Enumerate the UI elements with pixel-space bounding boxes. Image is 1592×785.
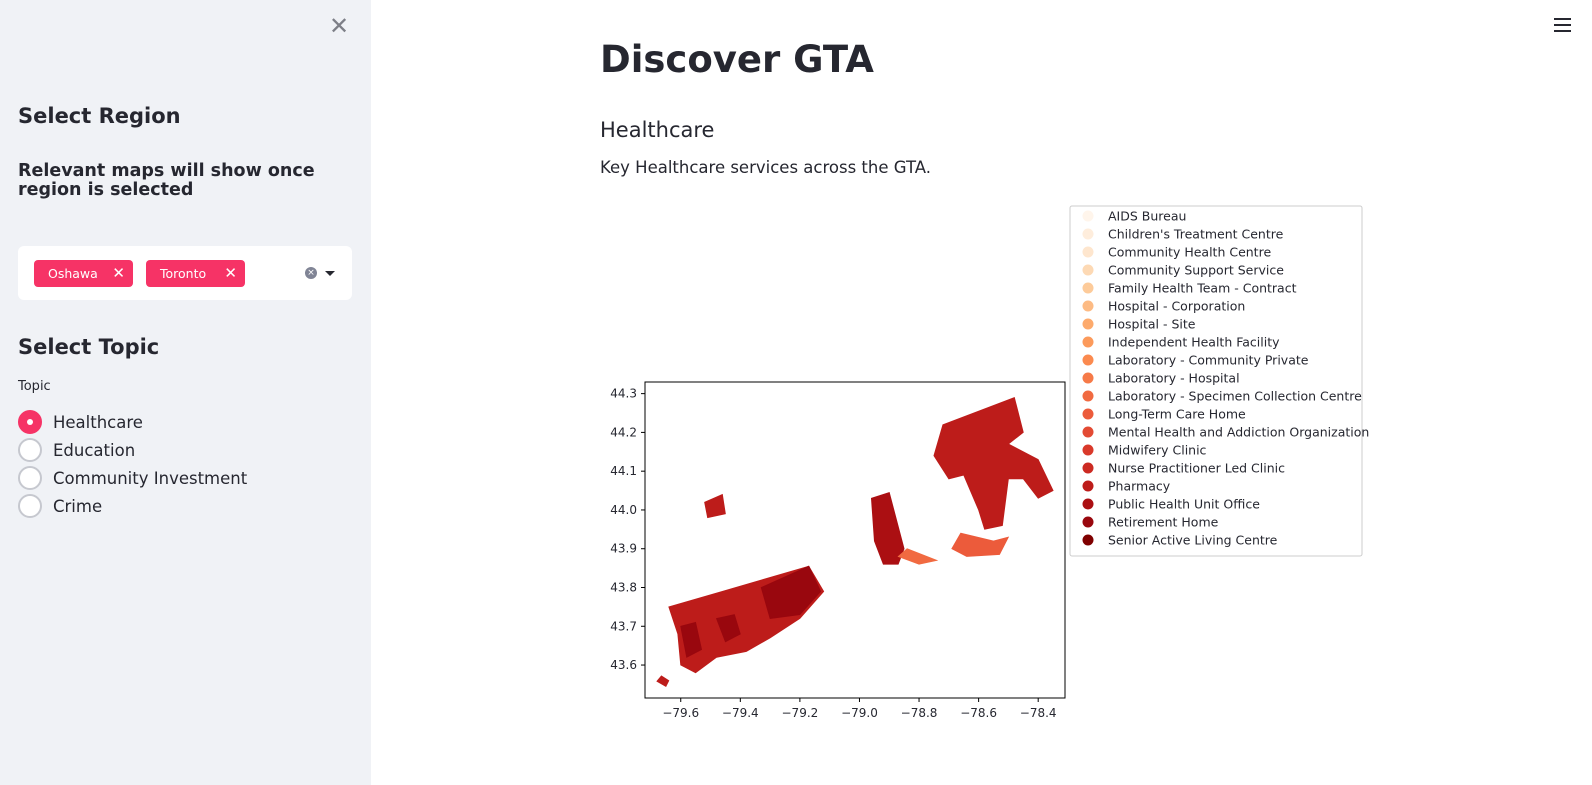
legend-label: Long-Term Care Home bbox=[1108, 407, 1246, 422]
legend-marker bbox=[1082, 516, 1094, 528]
legend-label: Hospital - Site bbox=[1108, 317, 1196, 332]
radio-option-education[interactable]: Education bbox=[18, 437, 135, 463]
close-sidebar-icon[interactable]: ✕ bbox=[329, 12, 350, 40]
x-tick-label: −79.2 bbox=[782, 706, 819, 720]
legend-label: Independent Health Facility bbox=[1108, 335, 1280, 350]
x-tick-label: −79.0 bbox=[841, 706, 878, 720]
legend-label: Community Support Service bbox=[1108, 263, 1284, 278]
healthcare-map-chart: −79.6 −79.4 −79.2 −79.0 −78.8 −78.6 −78.4 44.3 4… bbox=[590, 205, 1370, 735]
plot-frame bbox=[644, 381, 1066, 699]
radio-label: Crime bbox=[53, 496, 103, 516]
legend-marker bbox=[1082, 318, 1094, 330]
x-tick-label: −79.6 bbox=[662, 706, 699, 720]
section-description: Key Healthcare services across the GTA. bbox=[600, 158, 931, 177]
select-topic-heading: Select Topic bbox=[18, 335, 160, 359]
map-region-toronto-dark-central bbox=[715, 614, 741, 643]
radio-option-community-investment[interactable]: Community Investment bbox=[18, 465, 247, 491]
radio-button-selected[interactable] bbox=[18, 410, 42, 434]
legend-marker bbox=[1082, 354, 1094, 366]
y-tick-label: 44.0 bbox=[610, 503, 637, 517]
legend-marker bbox=[1082, 498, 1094, 510]
legend-marker bbox=[1082, 372, 1094, 384]
remove-tag-icon[interactable]: ✕ bbox=[112, 264, 125, 282]
legend-marker bbox=[1082, 336, 1094, 348]
legend-label: Children's Treatment Centre bbox=[1108, 227, 1284, 242]
legend-marker bbox=[1082, 390, 1094, 402]
x-tick-label: −78.6 bbox=[960, 706, 997, 720]
y-tick-label: 43.6 bbox=[610, 658, 637, 672]
legend-label: Mental Health and Addiction Organization bbox=[1108, 425, 1369, 440]
region-tag-toronto: Toronto ✕ bbox=[146, 260, 245, 287]
region-tag-label: Toronto bbox=[160, 266, 207, 281]
map-region-toronto-dark-west bbox=[680, 621, 703, 658]
legend-label: Senior Active Living Centre bbox=[1108, 533, 1278, 548]
x-tick-label: −78.8 bbox=[901, 706, 938, 720]
region-multiselect[interactable]: Oshawa ✕ Toronto ✕ × bbox=[18, 246, 352, 300]
radio-button[interactable] bbox=[18, 494, 42, 518]
legend-label: Nurse Practitioner Led Clinic bbox=[1108, 461, 1285, 476]
legend-marker bbox=[1082, 228, 1094, 240]
legend-box bbox=[1069, 205, 1363, 557]
chevron-down-icon[interactable] bbox=[325, 271, 335, 276]
y-tick-label: 43.7 bbox=[610, 619, 637, 633]
x-tick-label: −79.4 bbox=[722, 706, 759, 720]
sidebar: ✕ Select Region Relevant maps will show … bbox=[0, 0, 371, 785]
legend-label: Midwifery Clinic bbox=[1108, 443, 1207, 458]
select-region-heading: Select Region bbox=[18, 104, 181, 128]
hamburger-menu-icon[interactable] bbox=[1554, 18, 1571, 32]
map-region-north-pocket bbox=[704, 493, 726, 519]
radio-option-crime[interactable]: Crime bbox=[18, 493, 102, 519]
legend-marker bbox=[1082, 300, 1094, 312]
legend-label: Community Health Centre bbox=[1108, 245, 1271, 260]
topic-label: Topic bbox=[18, 379, 51, 394]
radio-button[interactable] bbox=[18, 466, 42, 490]
page-title: Discover GTA bbox=[600, 38, 874, 81]
region-tag-oshawa: Oshawa ✕ bbox=[34, 260, 133, 287]
map-region-oshawa-south bbox=[951, 532, 1010, 557]
radio-option-healthcare[interactable]: Healthcare bbox=[18, 409, 143, 435]
radio-button[interactable] bbox=[18, 438, 42, 462]
legend-marker bbox=[1082, 462, 1094, 474]
map-region-oshawa-west bbox=[870, 491, 905, 565]
map-svg: −79.6 −79.4 −79.2 −79.0 −78.8 −78.6 −78.4 44.3 4… bbox=[610, 205, 1369, 720]
legend-marker bbox=[1082, 246, 1094, 258]
x-tick-label: −78.4 bbox=[1020, 706, 1057, 720]
legend-label: Retirement Home bbox=[1108, 515, 1219, 530]
legend-label: Laboratory - Hospital bbox=[1108, 371, 1240, 386]
y-tick-label: 43.8 bbox=[610, 580, 637, 594]
legend-marker bbox=[1082, 480, 1094, 492]
legend-label: Public Health Unit Office bbox=[1108, 497, 1260, 512]
y-tick-label: 44.3 bbox=[610, 387, 637, 401]
legend-label: Laboratory - Community Private bbox=[1108, 353, 1309, 368]
legend-marker bbox=[1082, 282, 1094, 294]
radio-label: Education bbox=[53, 440, 136, 460]
legend-marker bbox=[1082, 210, 1094, 222]
legend-label: Laboratory - Specimen Collection Centre bbox=[1108, 389, 1362, 404]
legend-marker bbox=[1082, 534, 1094, 546]
legend-label: Pharmacy bbox=[1108, 479, 1171, 494]
region-note: Relevant maps will show once region is s… bbox=[18, 161, 315, 200]
map-region-oshawa-north bbox=[933, 396, 1054, 530]
y-tick-label: 44.1 bbox=[610, 464, 637, 478]
section-subheader: Healthcare bbox=[600, 118, 715, 142]
region-tag-label: Oshawa bbox=[48, 266, 98, 281]
radio-label: Community Investment bbox=[53, 468, 248, 488]
legend-marker bbox=[1082, 408, 1094, 420]
legend-marker bbox=[1082, 426, 1094, 438]
legend-marker bbox=[1082, 264, 1094, 276]
y-tick-label: 44.2 bbox=[610, 425, 637, 439]
legend-label: AIDS Bureau bbox=[1108, 209, 1186, 224]
legend-marker bbox=[1082, 444, 1094, 456]
map-region-oshawa-west-shore bbox=[897, 548, 939, 565]
radio-label: Healthcare bbox=[53, 412, 143, 432]
y-tick-label: 43.9 bbox=[610, 542, 637, 556]
map-region-toronto-dark-east bbox=[760, 565, 822, 619]
legend-label: Hospital - Corporation bbox=[1108, 299, 1245, 314]
clear-all-icon[interactable]: × bbox=[305, 267, 317, 279]
legend-label: Family Health Team - Contract bbox=[1108, 281, 1297, 296]
map-region-toronto-island bbox=[656, 675, 670, 687]
remove-tag-icon[interactable]: ✕ bbox=[224, 264, 237, 282]
